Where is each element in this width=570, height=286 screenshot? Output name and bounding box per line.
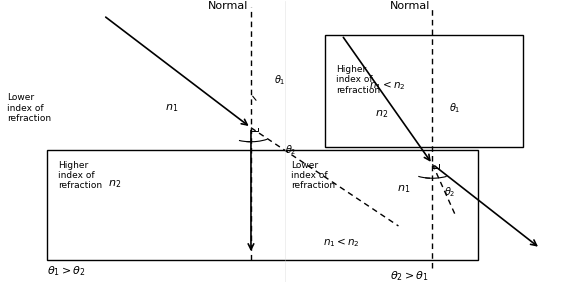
Text: Lower
index of
refraction: Lower index of refraction — [7, 93, 51, 123]
Text: $\theta_2$: $\theta_2$ — [285, 143, 296, 157]
FancyBboxPatch shape — [47, 150, 478, 260]
Text: $\theta_2 > \theta_1$: $\theta_2 > \theta_1$ — [390, 270, 429, 283]
Text: Higher
index of
refraction: Higher index of refraction — [58, 160, 102, 190]
Text: $\theta_2$: $\theta_2$ — [444, 185, 455, 199]
Text: Lower
index of
refraction: Lower index of refraction — [291, 160, 335, 190]
Text: $n_1$: $n_1$ — [397, 184, 411, 195]
Text: $\theta_1$: $\theta_1$ — [450, 101, 461, 115]
Text: Normal: Normal — [390, 1, 430, 11]
Text: $n_2$: $n_2$ — [108, 178, 121, 190]
Text: $n_1$: $n_1$ — [165, 102, 178, 114]
FancyBboxPatch shape — [325, 35, 523, 147]
Text: $\theta_1$: $\theta_1$ — [274, 73, 285, 87]
Text: $n_1 < n_2$: $n_1 < n_2$ — [323, 237, 360, 249]
Text: $\theta_1 > \theta_2$: $\theta_1 > \theta_2$ — [47, 264, 86, 278]
Text: Normal: Normal — [208, 1, 249, 11]
Text: $n_1 < n_2$: $n_1 < n_2$ — [369, 79, 405, 92]
Text: Higher
index of
refraction: Higher index of refraction — [336, 65, 380, 95]
Text: $n_2$: $n_2$ — [375, 108, 388, 120]
